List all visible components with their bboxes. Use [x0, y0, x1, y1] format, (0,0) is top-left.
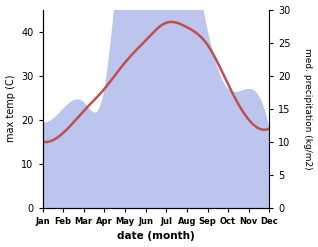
Y-axis label: max temp (C): max temp (C) [5, 75, 16, 143]
Y-axis label: med. precipitation (kg/m2): med. precipitation (kg/m2) [303, 48, 313, 169]
X-axis label: date (month): date (month) [117, 231, 195, 242]
